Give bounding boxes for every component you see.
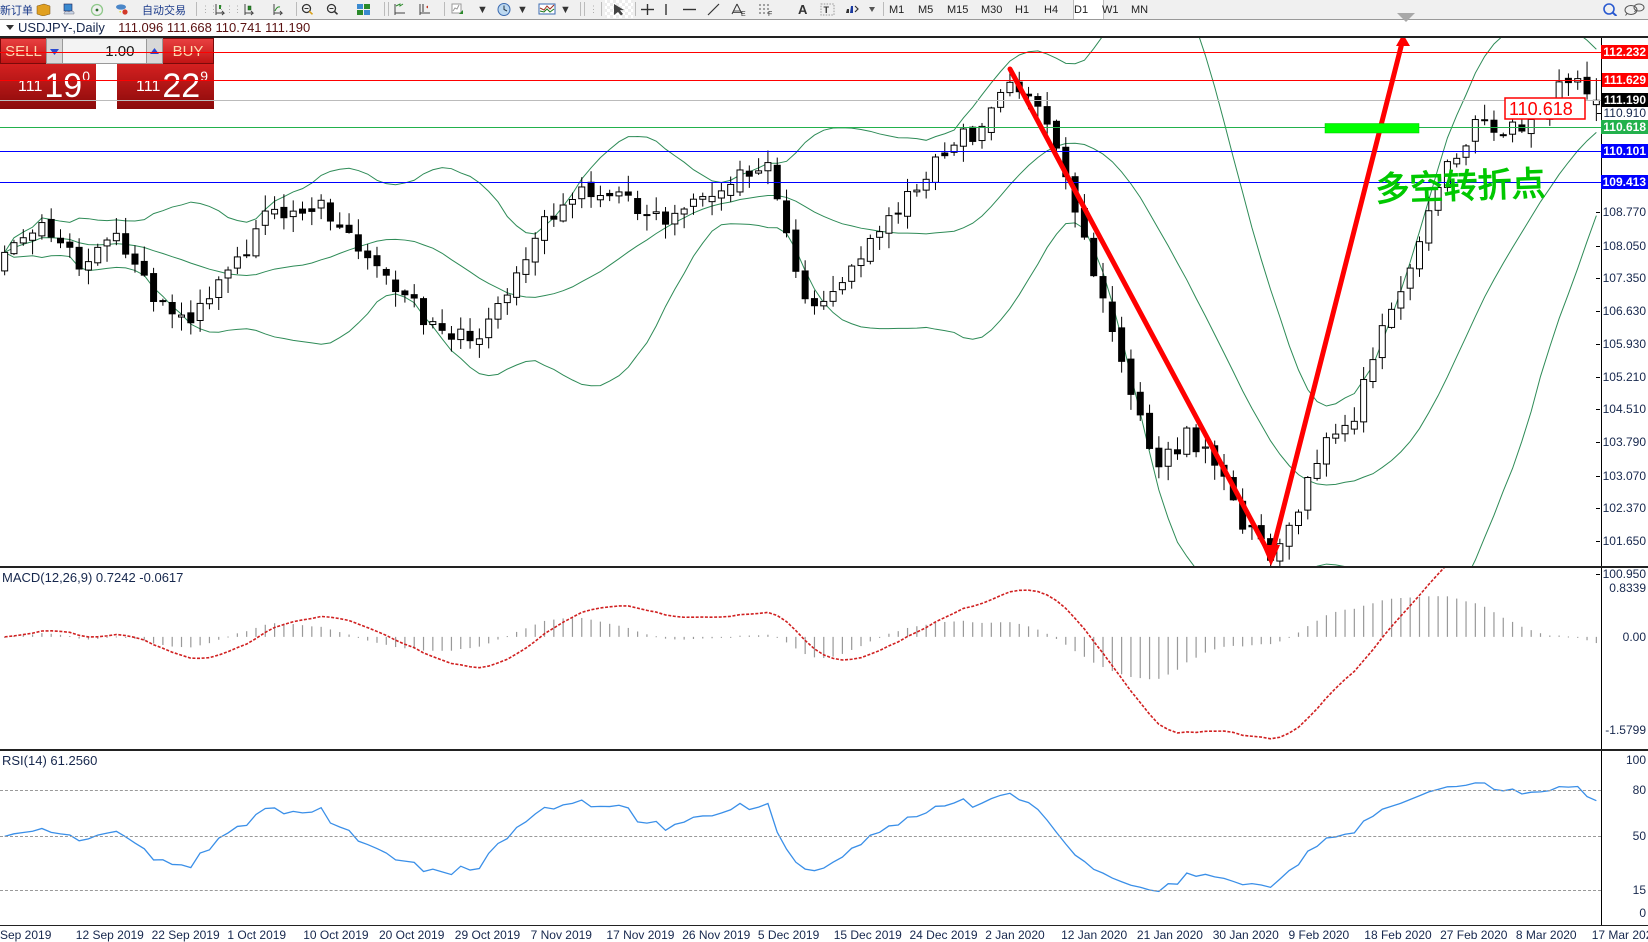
- svg-text:T: T: [824, 5, 830, 15]
- svg-text:F: F: [768, 11, 772, 16]
- svg-text:E: E: [741, 11, 746, 16]
